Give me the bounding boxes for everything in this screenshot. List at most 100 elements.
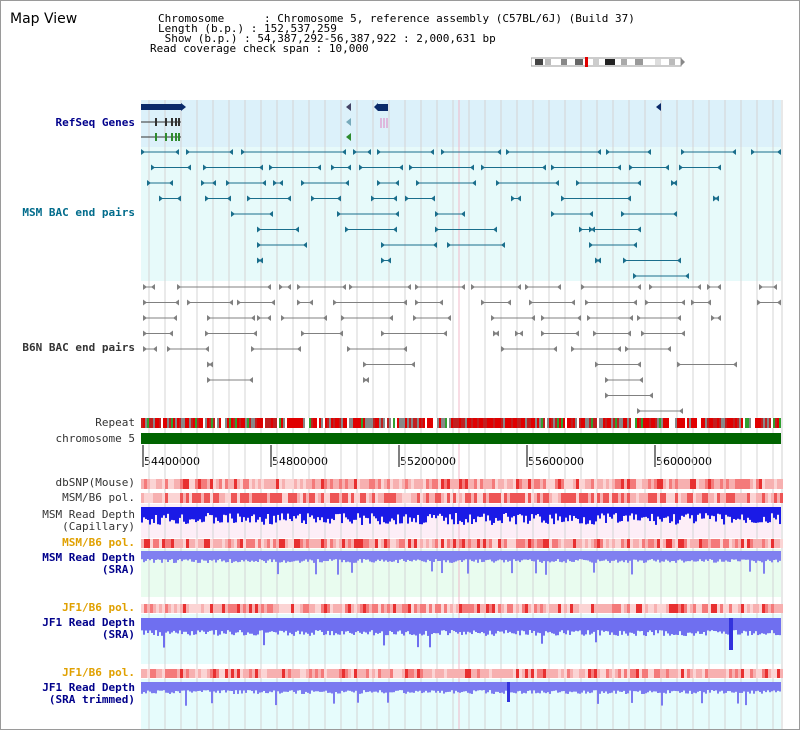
- msm-sra-depth-bar: [605, 551, 607, 560]
- msm-pol-cell: [285, 493, 288, 503]
- repeat-segment: [279, 418, 281, 428]
- track-label-jf1-read-depth-sra[interactable]: JF1 Read Depth (SRA): [1, 617, 135, 641]
- msm-sra-depth-bar: [649, 551, 651, 560]
- jf1-trim-depth-bar: [423, 682, 425, 693]
- repeat-segment: [637, 418, 639, 428]
- repeat-segment: [213, 418, 215, 428]
- jf1-sra-depth-bar: [141, 618, 143, 631]
- msm-pol-cell: [351, 493, 354, 503]
- jf1-pol-cell: [396, 604, 399, 613]
- msm-pol2-cell: [405, 539, 408, 548]
- jf1-pol2-cell: [624, 669, 627, 678]
- track-label-b6n-bac[interactable]: B6N BAC end pairs: [22, 341, 135, 354]
- b6n-bac-end: [411, 361, 415, 368]
- track-label-msm-bac[interactable]: MSM BAC end pairs: [22, 206, 135, 219]
- msm-pol-cell: [528, 493, 531, 503]
- track-label-chromosome[interactable]: chromosome 5: [55, 432, 135, 445]
- msm-cap-depth-bar: [703, 507, 705, 519]
- msm-cap-depth-bar: [603, 507, 605, 516]
- jf1-trim-depth-bar: [703, 682, 705, 693]
- track-label-msm-read-depth-sra[interactable]: MSM Read Depth (SRA): [1, 552, 135, 576]
- msm-pol-cell: [264, 493, 267, 503]
- repeat-segment: [433, 418, 435, 428]
- repeat-segment: [311, 418, 313, 428]
- jf1-pol2-cell: [765, 669, 768, 678]
- msm-pol-cell: [735, 493, 738, 503]
- msm-pol2-cell: [648, 539, 651, 548]
- dbsnp-cell: [471, 479, 474, 489]
- msm-cap-depth-bar: [775, 507, 777, 520]
- repeat-segment: [511, 418, 513, 428]
- jf1-sra-depth-bar: [149, 618, 151, 631]
- msm-sra-depth-bar: [257, 551, 259, 563]
- b6n-bac-end: [637, 408, 641, 414]
- repeat-segment: [693, 418, 695, 428]
- msm-sra-depth-bar: [763, 551, 765, 574]
- msm-cap-depth-bar: [765, 507, 767, 522]
- dbsnp-cell: [522, 479, 525, 489]
- jf1-sra-depth-bar: [381, 618, 383, 632]
- repeat-segment: [549, 418, 551, 428]
- msm-sra-depth-bar: [735, 551, 737, 560]
- jf1-sra-depth-bar: [521, 618, 523, 631]
- msm-pol-cell: [279, 493, 282, 503]
- chromosome-ideogram[interactable]: [530, 54, 687, 73]
- repeat-segment: [233, 418, 235, 428]
- track-label-dbsnp[interactable]: dbSNP(Mouse): [55, 476, 135, 489]
- msm-pol-cell: [558, 493, 561, 503]
- track-label-jf1-b6-pol-2[interactable]: JF1/B6 pol.: [62, 666, 135, 679]
- msm-cap-depth-bar: [713, 507, 715, 517]
- repeat-segment: [437, 418, 439, 428]
- track-label-jf1-read-depth-trimmed[interactable]: JF1 Read Depth (SRA trimmed): [1, 682, 135, 706]
- b6n-bac-end: [681, 330, 685, 337]
- track-label-msm-b6-pol[interactable]: MSM/B6 pol.: [62, 491, 135, 504]
- msm-pol2-cell: [366, 539, 369, 548]
- msm-sra-depth-bar: [471, 551, 473, 562]
- track-label-refseq[interactable]: RefSeq Genes: [55, 116, 135, 129]
- dbsnp-cell: [420, 479, 423, 489]
- msm-pol-cell: [282, 493, 285, 503]
- dbsnp-cell: [501, 479, 504, 489]
- msm-sra-depth-bar: [603, 551, 605, 561]
- repeat-segment: [445, 418, 447, 428]
- jf1-pol2-cell: [216, 669, 219, 678]
- repeat-segment: [331, 418, 333, 428]
- msm-sra-depth-bar: [163, 551, 165, 560]
- msm-sra-depth-bar: [263, 551, 265, 562]
- msm-pol2-cell: [591, 539, 594, 548]
- jf1-sra-depth-bar: [411, 618, 413, 635]
- track-label-msm-read-depth-capillary[interactable]: MSM Read Depth (Capillary): [1, 509, 135, 533]
- jf1-pol2-cell: [369, 669, 372, 678]
- track-label-jf1-b6-pol[interactable]: JF1/B6 pol.: [62, 601, 135, 614]
- msm-cap-depth-bar: [723, 507, 725, 525]
- b6n-bac-end: [339, 330, 343, 337]
- msm-bac-end: [175, 149, 179, 155]
- msm-pol-cell: [723, 493, 726, 503]
- jf1-pol2-cell: [261, 669, 264, 678]
- track-label-repeat[interactable]: Repeat: [95, 416, 135, 429]
- jf1-sra-depth-bar: [629, 618, 631, 633]
- jf1-pol2-cell: [453, 669, 456, 678]
- jf1-sra-depth-bar: [661, 618, 663, 631]
- repeat-segment: [365, 418, 367, 428]
- jf1-sra-depth-bar: [215, 618, 217, 631]
- jf1-pol2-cell: [330, 669, 333, 678]
- msm-sra-depth-bar: [757, 551, 759, 561]
- jf1-trim-depth-bar: [769, 682, 771, 693]
- msm-pol-cell: [189, 493, 192, 503]
- jf1-pol2-cell: [564, 669, 567, 678]
- msm-pol-cell: [639, 493, 642, 503]
- msm-pol2-cell: [654, 539, 657, 548]
- jf1-pol2-cell: [504, 669, 507, 678]
- jf1-trim-depth-bar: [167, 682, 169, 693]
- msm-sra-depth-bar: [159, 551, 161, 560]
- dbsnp-cell: [657, 479, 660, 489]
- msm-sra-depth-bar: [197, 551, 199, 563]
- track-label-msm-b6-pol-2[interactable]: MSM/B6 pol.: [62, 536, 135, 549]
- msm-sra-depth-bar: [655, 551, 657, 562]
- msm-pol-cell: [495, 493, 498, 503]
- jf1-sra-depth-bar: [283, 618, 285, 633]
- msm-sra-depth-bar: [431, 551, 433, 572]
- msm-sra-depth-bar: [279, 551, 281, 563]
